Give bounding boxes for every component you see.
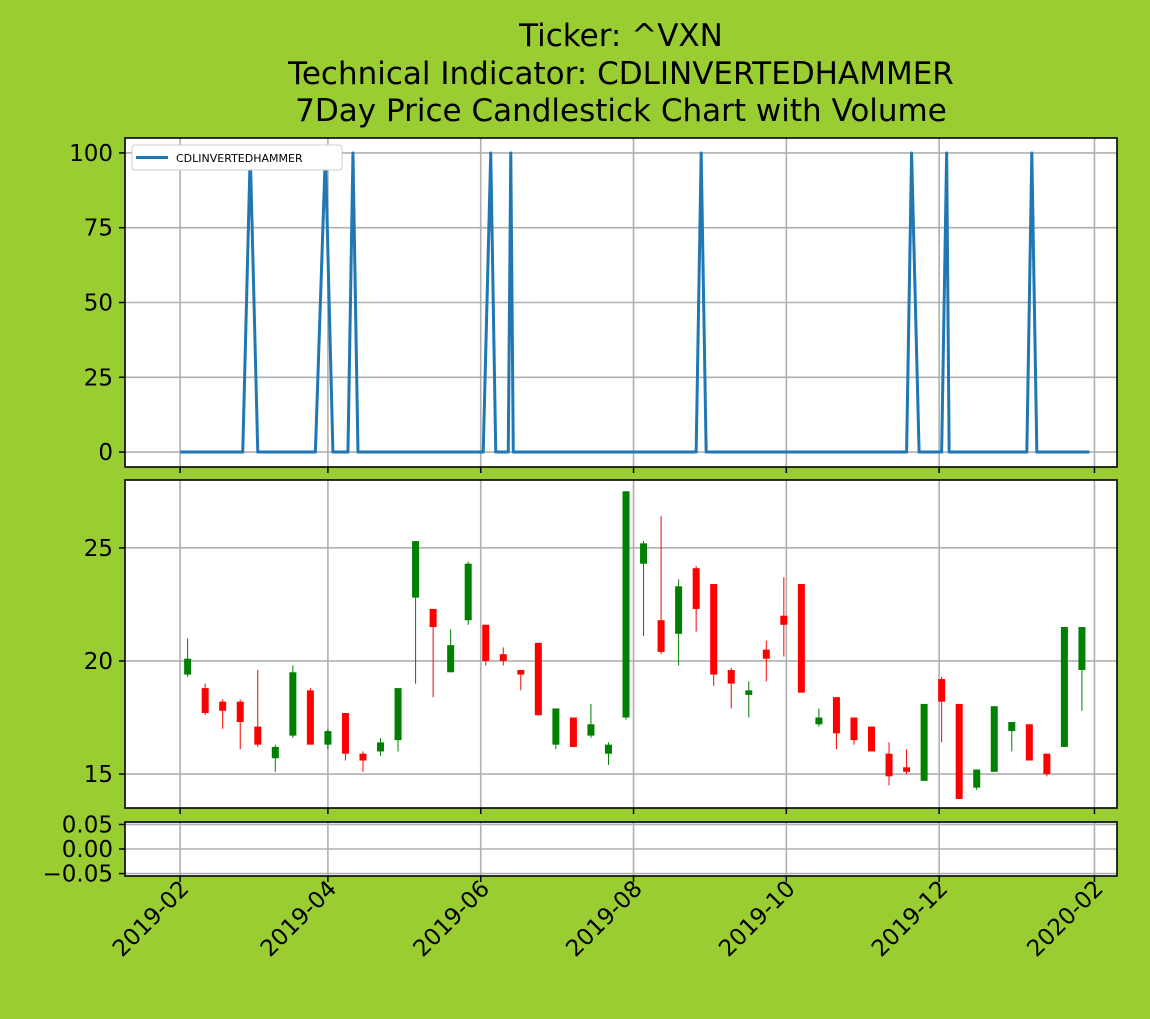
candle-body [728, 670, 735, 684]
volume-ytick-label-0: −0.05 [43, 862, 113, 888]
title-line-ticker: Ticker: ^VXN [518, 18, 723, 54]
candle-body [1008, 722, 1015, 731]
candle-6 [289, 665, 296, 737]
candle-20 [535, 643, 542, 715]
candle-body [798, 584, 805, 693]
candle-body [780, 616, 787, 625]
candle-body [605, 745, 612, 754]
candle-39 [868, 727, 875, 752]
title-line-description: 7Day Price Candlestick Chart with Volume [295, 93, 947, 129]
candle-49 [1043, 754, 1050, 777]
candle-body [833, 697, 840, 733]
candle-body [745, 690, 752, 695]
candle-body [1026, 724, 1033, 760]
legend-entry-label: CDLINVERTEDHAMMER [176, 152, 303, 165]
candle-body [359, 754, 366, 761]
candle-body [710, 584, 717, 674]
candle-body [886, 754, 893, 777]
candle-1 [202, 684, 209, 716]
legend: CDLINVERTEDHAMMER [132, 145, 342, 170]
candle-body [447, 645, 454, 672]
candle-body [1043, 754, 1050, 774]
candle-body [815, 718, 822, 725]
candle-42 [921, 704, 928, 781]
price-panel: 15 20 25 [84, 480, 1117, 814]
candle-body [535, 643, 542, 715]
price-plot-area [125, 480, 1117, 808]
indicator-ytick-label-4: 100 [69, 141, 113, 167]
candle-body [1061, 627, 1068, 747]
candle-body [395, 688, 402, 740]
candle-30 [710, 584, 717, 686]
candle-16 [465, 561, 472, 624]
candle-body [991, 706, 998, 772]
candle-7 [307, 688, 314, 745]
candle-body [377, 742, 384, 751]
candle-46 [991, 706, 998, 772]
price-ytick-label-1: 20 [84, 649, 113, 675]
candle-body [237, 702, 244, 722]
candle-17 [482, 625, 489, 666]
volume-panel: −0.050.000.05 [43, 812, 1117, 887]
candle-body [763, 650, 770, 659]
candle-body [623, 491, 630, 717]
candle-body [482, 625, 489, 661]
indicator-ytick-label-3: 75 [84, 216, 113, 242]
candle-body [640, 543, 647, 563]
candle-body [868, 727, 875, 752]
candle-body [219, 702, 226, 711]
candle-body [693, 568, 700, 609]
candle-body [903, 767, 910, 772]
candle-body [517, 670, 524, 675]
candle-body [973, 770, 980, 788]
candle-body [307, 690, 314, 744]
volume-ytick-label-2: 0.05 [62, 812, 113, 838]
candle-body [324, 731, 331, 745]
candle-50 [1061, 627, 1068, 747]
candle-body [552, 708, 559, 744]
candle-body [1078, 627, 1085, 670]
candle-9 [342, 713, 349, 761]
indicator-panel: 0 25 50 75 100 CDLINVERTEDHAMMER [69, 138, 1117, 473]
candle-body [658, 620, 665, 652]
candle-25 [623, 491, 630, 719]
candle-body [850, 718, 857, 741]
candle-body [289, 672, 296, 735]
candle-48 [1026, 724, 1033, 760]
price-ytick-label-0: 15 [84, 762, 113, 788]
indicator-ytick-label-2: 50 [84, 291, 113, 317]
candle-body [938, 679, 945, 702]
candle-21 [552, 708, 559, 749]
candle-body [675, 586, 682, 634]
candle-body [272, 747, 279, 758]
indicator-ytick-label-0: 0 [98, 440, 113, 466]
indicator-ytick-label-1: 25 [84, 365, 113, 391]
price-ytick-label-2: 25 [84, 536, 113, 562]
candle-44 [956, 704, 963, 799]
candle-35 [798, 584, 805, 693]
candle-body [921, 704, 928, 781]
candle-body [500, 654, 507, 661]
candle-body [184, 659, 191, 675]
candle-body [570, 718, 577, 747]
volume-ytick-label-1: 0.00 [62, 837, 113, 863]
candle-22 [570, 718, 577, 747]
candle-body [342, 713, 349, 754]
candle-body [465, 564, 472, 621]
candle-body [254, 727, 261, 745]
candle-body [587, 724, 594, 735]
title-line-indicator: Technical Indicator: CDLINVERTEDHAMMER [287, 56, 954, 92]
candle-body [430, 609, 437, 627]
candle-body [412, 541, 419, 598]
candle-45 [973, 770, 980, 790]
candle-body [202, 688, 209, 713]
candle-body [956, 704, 963, 799]
